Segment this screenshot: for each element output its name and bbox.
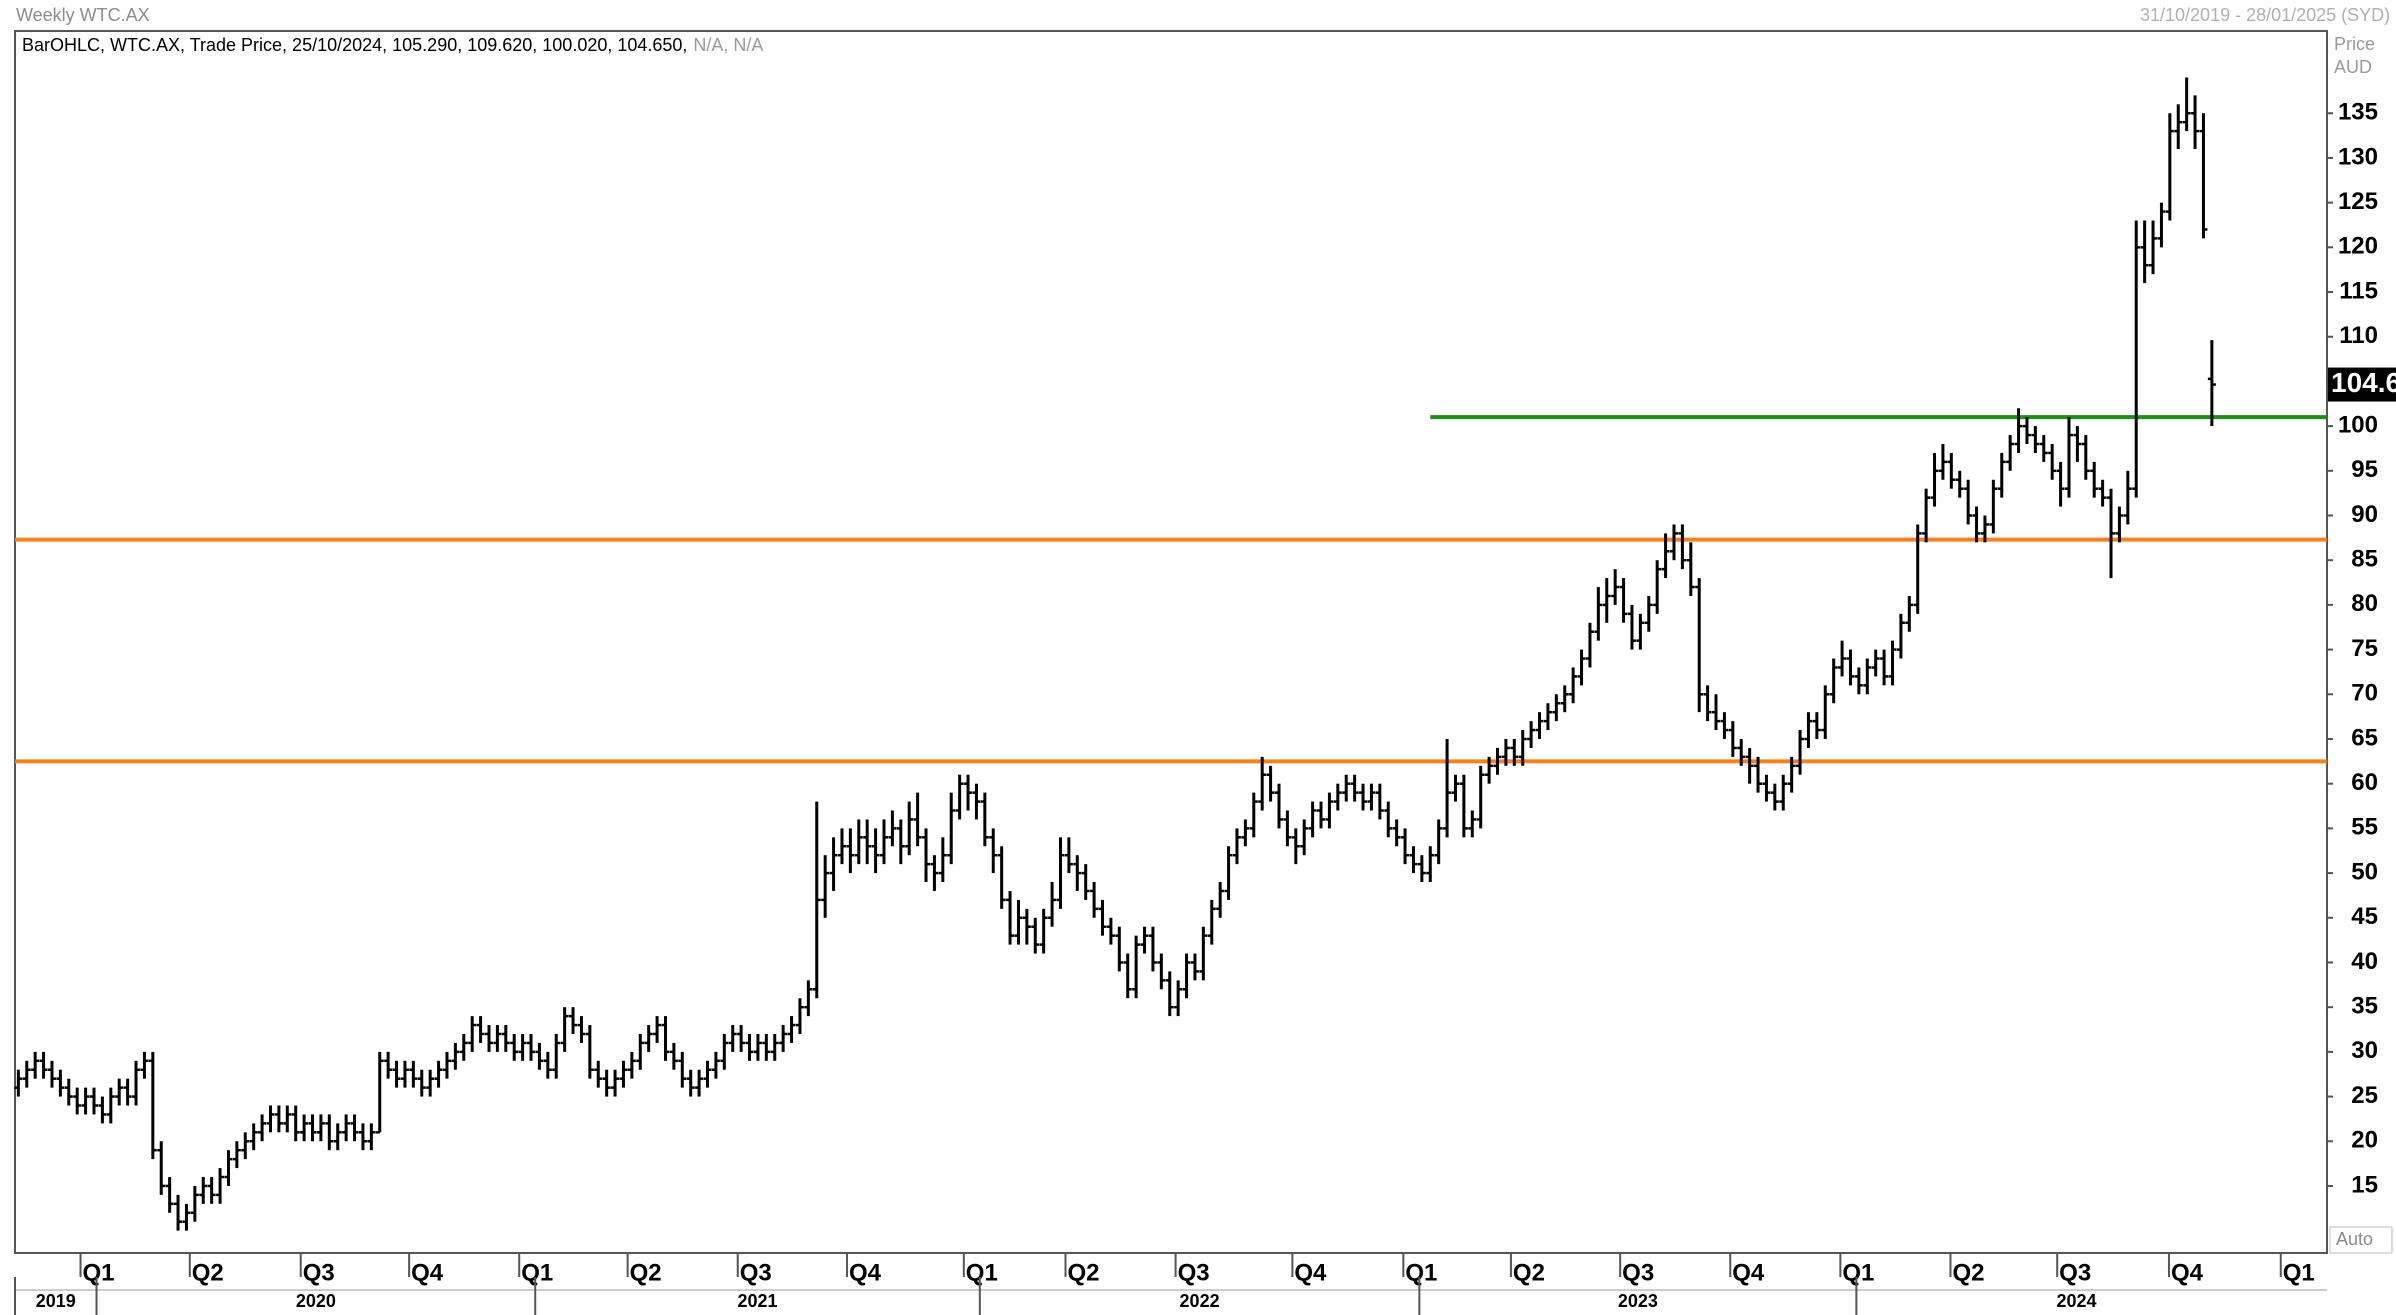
- year-label: 2022: [1180, 1291, 1220, 1311]
- legend-na: N/A, N/A: [693, 35, 763, 55]
- y-tick-label: 60: [2351, 769, 2378, 796]
- y-tick-label: 35: [2351, 993, 2378, 1020]
- y-tick-label: 100: [2338, 411, 2378, 438]
- y-tick-label: 40: [2351, 948, 2378, 975]
- year-label: 2019: [36, 1291, 76, 1311]
- x-tick-label: Q3: [303, 1259, 335, 1286]
- year-label: 2023: [1618, 1291, 1658, 1311]
- last-price-label: 104.65: [2331, 367, 2396, 398]
- x-tick-label: Q4: [849, 1259, 882, 1286]
- x-tick-label: Q2: [1513, 1259, 1545, 1286]
- y-tick-label: 120: [2338, 233, 2378, 260]
- y-tick-label: 115: [2339, 277, 2378, 304]
- x-tick-label: Q3: [740, 1259, 772, 1286]
- auto-button[interactable]: [2329, 1226, 2393, 1254]
- year-label: 2021: [737, 1291, 777, 1311]
- y-tick-label: 20: [2351, 1127, 2378, 1154]
- y-tick-label: 90: [2351, 501, 2378, 528]
- x-tick-label: Q3: [1622, 1259, 1654, 1286]
- x-tick-label: Q1: [1842, 1259, 1874, 1286]
- y-tick-label: 130: [2338, 143, 2378, 170]
- scale-mode: Auto: [2336, 1229, 2373, 1249]
- y-tick-label: 75: [2351, 635, 2378, 662]
- x-tick-label: Q1: [521, 1259, 553, 1286]
- x-tick-label: Q2: [630, 1259, 662, 1286]
- date-range: 31/10/2019 - 28/01/2025 (SYD): [2140, 5, 2390, 25]
- x-tick-label: Q1: [1405, 1259, 1437, 1286]
- legend: BarOHLC, WTC.AX, Trade Price, 25/10/2024…: [22, 35, 687, 55]
- y-tick-label: 135: [2338, 99, 2378, 126]
- y-tick-label: 85: [2351, 546, 2378, 573]
- x-tick-label: Q3: [1178, 1259, 1210, 1286]
- y-tick-label: 95: [2351, 456, 2378, 483]
- year-label: 2020: [296, 1291, 336, 1311]
- x-tick-label: Q2: [192, 1259, 224, 1286]
- y-tick-label: 110: [2339, 322, 2378, 349]
- x-tick-label: Q1: [966, 1259, 998, 1286]
- y-tick-label: 125: [2338, 188, 2378, 215]
- y-tick-label: 65: [2351, 724, 2378, 751]
- y-tick-label: 15: [2351, 1171, 2378, 1198]
- x-tick-label: Q1: [83, 1259, 115, 1286]
- x-tick-label: Q2: [1067, 1259, 1099, 1286]
- x-tick-label: Q1: [2283, 1259, 2315, 1286]
- y-tick-label: 80: [2351, 590, 2378, 617]
- x-tick-label: Q4: [1732, 1259, 1765, 1286]
- y-tick-label: 55: [2351, 814, 2378, 841]
- y-axis-unit: AUD: [2334, 57, 2372, 77]
- y-axis-label: Price: [2334, 34, 2375, 54]
- last-price-box: [2328, 367, 2396, 402]
- y-tick-label: 70: [2351, 680, 2378, 707]
- x-tick-label: Q4: [411, 1259, 444, 1286]
- y-tick-label: 30: [2351, 1037, 2378, 1064]
- year-label: 2024: [2057, 1291, 2097, 1311]
- plot-frame: [14, 30, 2328, 1254]
- x-tick-label: Q4: [1294, 1259, 1327, 1286]
- chart-title: Weekly WTC.AX: [16, 5, 150, 25]
- y-tick-label: 50: [2351, 858, 2378, 885]
- y-tick-label: 45: [2351, 903, 2378, 930]
- x-tick-label: Q2: [1952, 1259, 1984, 1286]
- x-tick-label: Q3: [2059, 1259, 2091, 1286]
- y-tick-label: 25: [2351, 1082, 2378, 1109]
- x-tick-label: Q4: [2171, 1259, 2204, 1286]
